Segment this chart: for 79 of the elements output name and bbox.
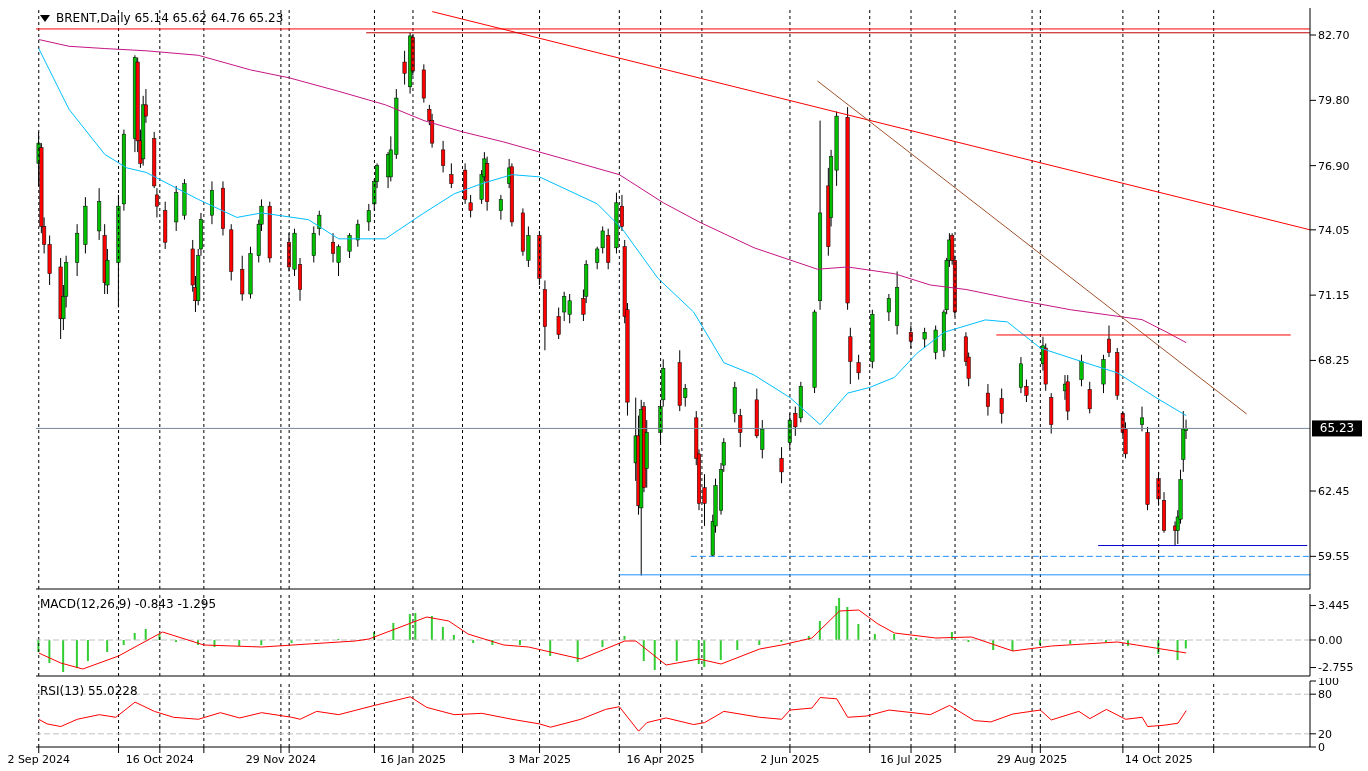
y-tick-label: 68.25	[1318, 354, 1350, 368]
bar	[122, 640, 125, 645]
bar	[838, 598, 841, 640]
x-tick-label: 2 Sep 2024	[7, 752, 71, 766]
candlestick	[347, 232, 352, 259]
bar	[653, 640, 656, 670]
bar	[86, 640, 89, 661]
candlestick	[1140, 406, 1145, 432]
bar	[1184, 640, 1187, 649]
candlestick	[985, 383, 990, 417]
candlestick	[449, 162, 454, 189]
bar	[576, 640, 579, 662]
bar	[697, 640, 700, 664]
candlestick	[1087, 381, 1092, 414]
bar	[719, 640, 722, 660]
candlestick	[595, 246, 600, 270]
y-tick-label: 0.00	[1318, 633, 1343, 647]
bar	[414, 613, 417, 640]
candlestick	[355, 219, 360, 248]
candlestick	[441, 140, 446, 173]
bar	[857, 624, 860, 640]
candlestick	[366, 203, 371, 232]
x-tick-label: 14 Oct 2025	[1124, 752, 1193, 766]
candlestick	[498, 194, 503, 221]
y-tick-label: -2.755	[1318, 661, 1354, 675]
y-tick-label: 0	[1318, 740, 1325, 754]
ref-line-label: 65.23	[1319, 421, 1355, 436]
bar	[408, 614, 411, 640]
bar	[238, 640, 241, 646]
line-series	[38, 39, 1187, 344]
bar	[846, 607, 849, 640]
y-tick-label: 3.445	[1318, 599, 1350, 613]
y-tick-label: 59.55	[1318, 550, 1350, 564]
bar	[1176, 640, 1179, 660]
x-tick-label: 29 Nov 2024	[245, 752, 317, 766]
candlestick	[1079, 354, 1084, 387]
candlestick	[856, 354, 861, 381]
bar	[144, 629, 147, 640]
candlestick	[556, 307, 561, 340]
x-tick-label: 16 Apr 2025	[626, 752, 695, 766]
bar	[736, 640, 739, 650]
candlestick	[738, 408, 743, 448]
bar	[518, 640, 521, 645]
bar	[392, 623, 395, 640]
candlestick	[933, 325, 938, 360]
y-tick-label: 71.15	[1318, 289, 1350, 303]
chart-title: MACD(12,26,9) -0.843 -1.295	[40, 597, 217, 611]
y-tick-label: 79.80	[1318, 94, 1350, 108]
chart-title: BRENT,Daily 65.14 65.62 64.76 65.23	[56, 11, 284, 25]
bar	[675, 640, 678, 661]
line-series	[38, 609, 1187, 670]
bar	[441, 627, 444, 640]
x-tick-label: 3 Mar 2025	[508, 752, 571, 766]
y-tick-label: 76.90	[1318, 159, 1350, 173]
y-tick-label: 62.45	[1318, 484, 1350, 498]
y-tick-label: 80	[1318, 688, 1332, 702]
bar	[106, 640, 109, 652]
candlestick	[886, 293, 891, 322]
y-tick-label: 20	[1318, 727, 1332, 741]
candlestick	[779, 446, 784, 484]
y-tick-label: 82.70	[1318, 28, 1350, 42]
candlestick	[468, 194, 473, 218]
x-tick-label: 2 Jun 2025	[760, 752, 820, 766]
candlestick	[317, 210, 322, 236]
line-series	[38, 48, 1187, 426]
chart-title: RSI(13) 55.0228	[40, 684, 138, 698]
bar	[75, 640, 78, 668]
x-tick-label: 29 Aug 2025	[996, 752, 1068, 766]
x-tick-label: 16 Oct 2024	[125, 752, 194, 766]
y-tick-label: 74.05	[1318, 223, 1350, 237]
candlestick	[311, 225, 316, 263]
bar	[703, 640, 706, 667]
candlestick	[999, 388, 1004, 424]
line-series	[38, 696, 1187, 732]
x-tick-label: 16 Jul 2025	[879, 752, 943, 766]
candlestick	[922, 327, 927, 349]
x-tick-label: 16 Jan 2025	[380, 752, 446, 766]
bar	[62, 640, 65, 672]
bar	[601, 640, 604, 647]
